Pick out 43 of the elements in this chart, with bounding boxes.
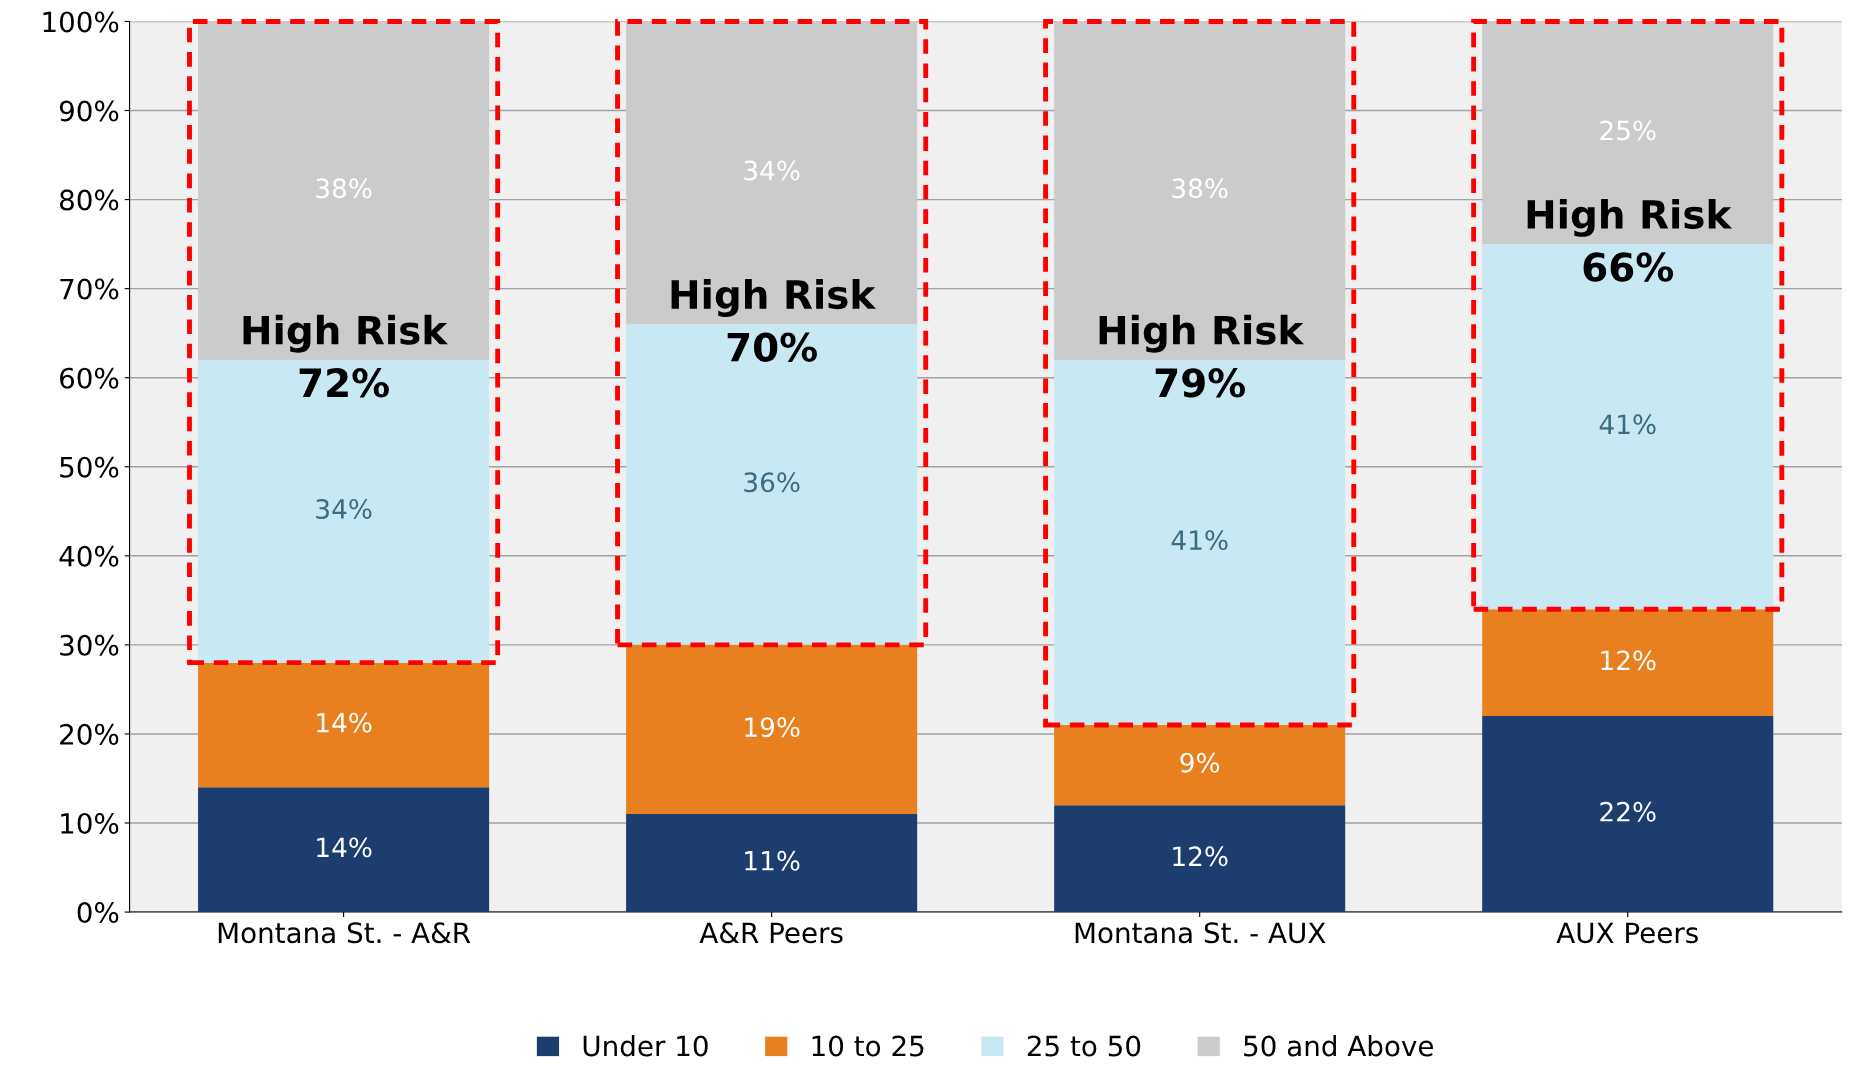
annotation: High Risk 70% [671,279,876,362]
data-label: 14% [317,837,372,858]
legend-label: 10 to 25 [812,1035,924,1057]
x-tick-label: A&R Peers [699,922,843,944]
legend-label: Under 10 [583,1035,708,1057]
bar [198,787,490,913]
data-label: 11% [745,850,800,871]
y-tick-label: 30% [60,634,119,656]
y-tick-label: 80% [59,189,119,211]
y-tick-label: 20% [60,723,119,745]
x-tick-label: Montana St. - AUX [1075,922,1326,944]
legend-label: 50 and Above [1244,1035,1433,1057]
data-label: 41% [1599,414,1656,435]
data-label: 12% [1173,846,1228,867]
bar [198,662,490,788]
data-label: 19% [745,717,800,738]
y-tick-label: 40% [59,545,119,567]
bar [626,814,918,913]
y-tick-label: 10% [61,812,119,834]
bar [1482,716,1774,913]
bar [1482,609,1774,717]
y-tick-label: 0% [77,901,119,923]
data-label: 22% [1600,801,1656,822]
y-tick-label: 50% [60,456,119,478]
data-label: 36% [744,472,800,493]
data-label: 14% [317,712,372,733]
annotation: High Risk 79% [1099,314,1305,398]
x-tick-label: Montana St. - A&R [218,922,471,944]
y-tick-label: 100% [43,11,119,33]
annotation: High Risk 72% [243,314,448,398]
data-label: 41% [1171,530,1228,551]
bar [626,644,918,815]
x-tick-label: AUX Peers [1556,922,1698,944]
bar [1054,805,1346,913]
data-label: 34% [316,498,372,519]
bar [1054,725,1346,806]
y-tick-label: 90% [59,100,119,122]
legend-label: 25 to 50 [1027,1035,1141,1057]
data-label: 9% [1180,752,1220,773]
data-label: 12% [1601,650,1656,671]
annotation: High Risk 66% [1527,198,1733,282]
y-tick-label: 70% [60,278,119,300]
y-tick-label: 60% [60,367,119,389]
